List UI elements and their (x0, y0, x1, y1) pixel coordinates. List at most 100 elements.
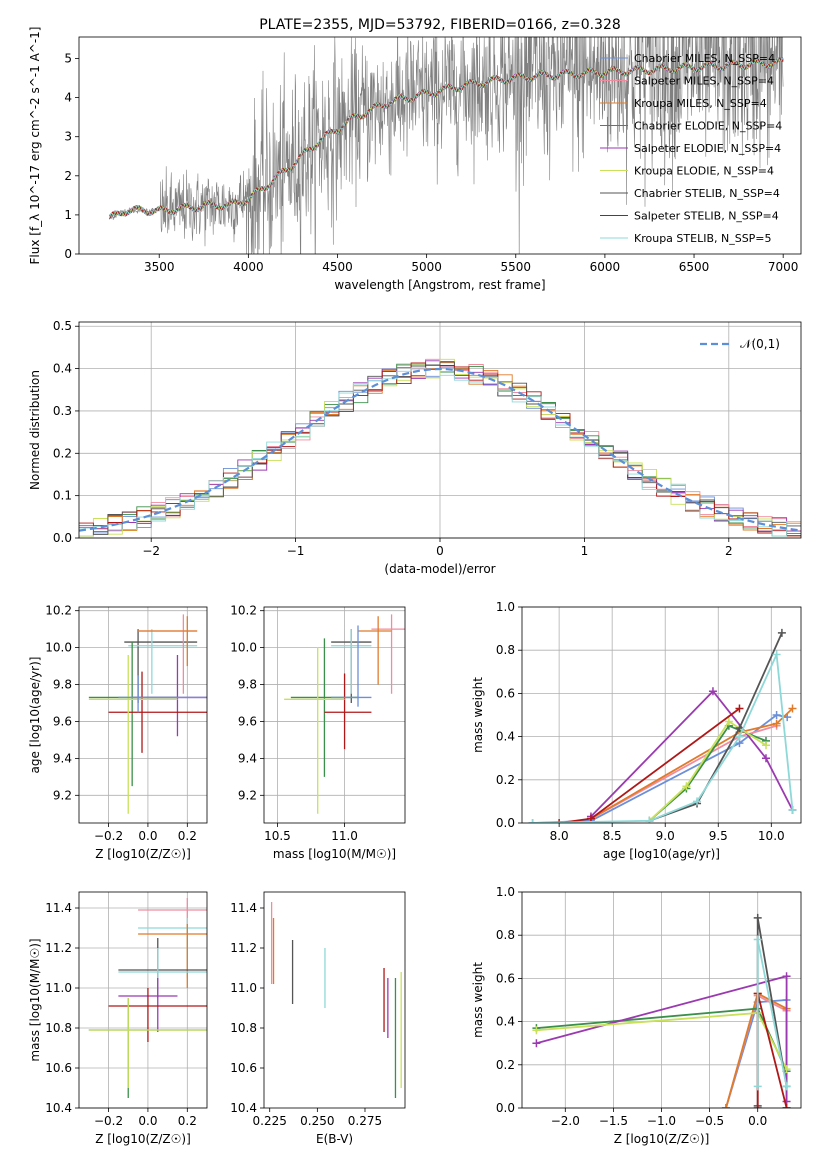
data-point-marker (753, 913, 762, 922)
tick-label-y: 0.8 (496, 928, 515, 942)
tick-label-y: 10.0 (45, 641, 72, 655)
data-point-marker (782, 972, 791, 981)
tick-label-y: 11.4 (45, 901, 72, 915)
tick-label-y: 9.6 (53, 714, 72, 728)
tick-label-y: 9.4 (53, 751, 72, 765)
chart-massweight_vs_age: 8.0 8.5 9.0 9.5 10.0 0.0 0.2 0.4 0.6 0.8 1.0 age [l… (471, 600, 802, 861)
legend-entry: 𝒩(0,1) (740, 337, 780, 351)
axes-frame (78, 891, 208, 1109)
series-line-4 (590, 689, 794, 818)
plot-area (532, 913, 791, 1108)
tick-label-y: 0.2 (53, 446, 72, 460)
axis-label-y: mass weight (471, 962, 485, 1038)
tick-label-y: 9.8 (53, 678, 72, 692)
data-point-marker (708, 687, 717, 696)
axis-label-y: Normed distribution (28, 370, 42, 490)
tick-label-x: −1.0 (647, 1114, 676, 1128)
tick-label-y: 9.2 (238, 788, 257, 802)
tick-label-x: 5500 (500, 260, 531, 274)
tick-label-y: 1.0 (496, 600, 515, 614)
chart-age_vs_mass: 10.5 11.0 9.2 9.4 9.6 9.8 10.0 10.2 mass [log10(… (230, 604, 406, 861)
tick-label-y: 0.4 (496, 1015, 515, 1029)
tick-label-x: 4500 (322, 260, 353, 274)
tick-label-x: −1.5 (599, 1114, 628, 1128)
data-point-marker (772, 650, 781, 659)
axis-label-y: mass [log10(M/M☉)] (28, 938, 42, 1061)
tick-label-y: 0.0 (53, 531, 72, 545)
tick-label-y: 9.4 (238, 751, 257, 765)
data-point-marker (532, 1026, 541, 1035)
tick-label-y: 0.2 (496, 1058, 515, 1072)
axis-label-x: age [log10(age/yr)] (603, 847, 720, 861)
axes-frame (521, 606, 802, 824)
axes-frame (263, 606, 406, 824)
axis-label-x: Z [log10(Z/Z☉)] (95, 847, 191, 861)
axis-label-x: Z [log10(Z/Z☉)] (614, 1132, 710, 1146)
tick-label-x: −0.2 (94, 1114, 123, 1128)
series-line-0 (725, 999, 788, 1108)
legend-entry: Salpeter ELODIE, N_SSP=4 (634, 142, 781, 155)
legend-entry: Kroupa MILES, N_SSP=4 (634, 97, 767, 110)
legend-entry: Salpeter STELIB, N_SSP=4 (634, 210, 779, 223)
data-point-marker (753, 1104, 762, 1108)
tick-label-x: 3500 (144, 260, 175, 274)
tick-label-y: 10.4 (230, 1101, 257, 1115)
tick-label-y: 0.0 (496, 816, 515, 830)
data-point-marker (693, 797, 702, 806)
tick-label-y: 1 (64, 208, 72, 222)
tick-label-x: 6500 (679, 260, 710, 274)
tick-label-x: 4000 (233, 260, 264, 274)
tick-label-y: 5 (64, 52, 72, 66)
histogram-8 (79, 367, 801, 537)
tick-label-y: 0.0 (496, 1101, 515, 1115)
tick-label-x: −0.2 (94, 829, 123, 843)
legend-entry: Kroupa ELODIE, N_SSP=4 (634, 165, 774, 178)
tick-label-y: 0.2 (496, 773, 515, 787)
tick-label-y: 1.0 (496, 885, 515, 899)
tick-label-y: 10.4 (45, 1101, 72, 1115)
data-point-marker (555, 819, 564, 823)
data-point-marker (772, 711, 781, 719)
plot-area (108, 37, 784, 254)
tick-label-y: 0 (64, 247, 72, 261)
data-point-marker (761, 741, 770, 750)
plot-area (79, 358, 801, 537)
tick-label-x: −2 (142, 544, 160, 558)
plot-area (284, 614, 405, 814)
data-point-marker (724, 717, 733, 726)
axis-label-y: Flux [f_λ 10^-17 erg cm^-2 s^-1 A^-1] (28, 27, 42, 265)
data-point-marker (753, 1082, 762, 1091)
plot-area (528, 628, 797, 823)
data-point-marker (777, 628, 786, 637)
plot-area (88, 614, 207, 814)
axes-frame (263, 891, 406, 1109)
tick-label-x: 0.0 (138, 1114, 157, 1128)
chart-mass_vs_ebv: 0.225 0.250 0.275 10.4 10.6 10.8 11.0 11.2 11.4 E… (230, 891, 406, 1146)
data-point-marker (735, 723, 744, 732)
tick-label-y: 9.2 (53, 788, 72, 802)
tick-label-y: 0.4 (496, 730, 515, 744)
tick-label-x: 0.0 (138, 829, 157, 843)
axes-frame (78, 36, 802, 255)
tick-label-y: 10.2 (230, 604, 257, 618)
model-line-7 (108, 57, 784, 220)
tick-label-y: 10.8 (45, 1021, 72, 1035)
tick-label-x: 9.5 (709, 829, 728, 843)
tick-label-y: 11.0 (230, 981, 257, 995)
data-point-marker (682, 782, 691, 791)
legend-entry: Salpeter MILES, N_SSP=4 (634, 75, 774, 88)
series-line-2 (590, 707, 794, 820)
tick-label-y: 0.6 (496, 686, 515, 700)
chart-spectrum: 3500 4000 4500 5000 5500 6000 6500 7000 0 1 2 3 4 5 wa… (28, 17, 802, 292)
legend-entry: Chabrier MILES, N_SSP=4 (634, 52, 775, 65)
axis-label-x: E(B-V) (316, 1132, 353, 1146)
data-point-marker (735, 704, 744, 713)
tick-label-x: 11.0 (331, 829, 358, 843)
data-point-marker (735, 732, 744, 741)
tick-label-y: 0.4 (53, 362, 72, 376)
data-point-marker (788, 806, 797, 815)
tick-label-x: 6000 (590, 260, 621, 274)
axes-frame (78, 321, 802, 539)
tick-label-y: 0.5 (53, 319, 72, 333)
